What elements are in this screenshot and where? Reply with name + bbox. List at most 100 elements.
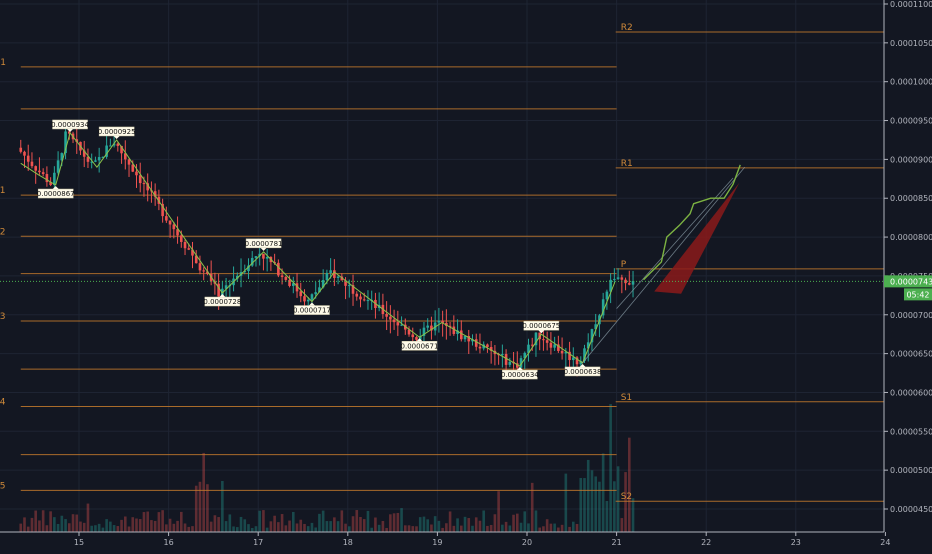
candle-body xyxy=(235,275,239,279)
volume-bar xyxy=(344,523,347,532)
zigzag-label: 0.0000728 xyxy=(203,298,241,306)
volume-bar xyxy=(295,523,299,532)
candle-body xyxy=(426,325,429,328)
candlesticks xyxy=(19,125,635,380)
volume-bar xyxy=(105,519,108,532)
zigzag-label: 0.0000717 xyxy=(293,307,331,315)
candle-body xyxy=(586,342,590,349)
volume-bar xyxy=(150,520,153,532)
trend-line xyxy=(582,166,746,364)
candle-body xyxy=(489,347,493,351)
zigzag-label-pointer xyxy=(260,247,267,251)
candle-body xyxy=(474,339,478,347)
candle-body xyxy=(347,285,351,287)
candle-body xyxy=(187,248,191,250)
volume-bar xyxy=(329,521,332,532)
zigzag-label-pointer xyxy=(538,330,545,334)
candle-body xyxy=(262,253,265,259)
zigzag-label-pointer xyxy=(308,302,315,306)
candle-body xyxy=(530,344,534,346)
volume-bar xyxy=(482,510,485,532)
volume-bar xyxy=(594,476,597,532)
candle-body xyxy=(165,216,168,221)
price-axis-bg xyxy=(884,0,932,550)
volume-bar xyxy=(515,513,519,532)
candle-body xyxy=(86,156,90,162)
volume-bar xyxy=(273,515,276,532)
candle-body xyxy=(258,253,261,257)
zigzag-label: 0.0000925 xyxy=(98,128,136,136)
volume-bar xyxy=(586,459,590,532)
volume-bar xyxy=(430,524,433,532)
volume-bar xyxy=(340,510,344,532)
volume-bar xyxy=(94,525,97,532)
candle-body xyxy=(627,283,631,285)
volume-bar xyxy=(609,404,612,532)
volume-bar xyxy=(90,525,93,532)
volume-bar xyxy=(64,519,67,532)
candle-body xyxy=(64,131,67,154)
time-tick-label: 23 xyxy=(791,538,801,547)
candle-body xyxy=(430,325,433,331)
volume-bar xyxy=(493,514,497,532)
candle-body xyxy=(549,342,553,348)
volume-bar xyxy=(527,523,530,532)
pivot-label: P xyxy=(621,260,627,270)
candle-body xyxy=(445,322,448,326)
volume-bar xyxy=(508,525,512,532)
volume-bar xyxy=(45,525,49,532)
candle-body xyxy=(265,257,269,259)
candle-body xyxy=(411,334,415,338)
volume-bar xyxy=(135,518,138,532)
candle-body xyxy=(168,220,172,225)
candle-body xyxy=(523,352,527,359)
candle-body xyxy=(344,280,347,286)
zigzag-label: 0.0000934 xyxy=(51,121,89,129)
candle-body xyxy=(508,361,512,365)
volume-bar xyxy=(187,526,191,532)
volume-bar xyxy=(49,511,52,532)
price-tick-label: 0.0000650 xyxy=(890,350,932,359)
candle-body xyxy=(351,285,355,294)
pivot-label: S3 xyxy=(0,312,5,322)
candle-body xyxy=(422,327,426,336)
volume-bar xyxy=(627,437,631,532)
volume-bar xyxy=(258,510,261,532)
candle-body xyxy=(560,350,564,354)
volume-bar xyxy=(519,522,523,532)
volume-bar xyxy=(351,516,355,532)
candle-body xyxy=(415,337,418,340)
volume-bar xyxy=(262,510,265,532)
volume-bar xyxy=(291,511,295,532)
candle-body xyxy=(557,344,560,351)
pivot-label: R1 xyxy=(621,159,633,169)
volume-bar xyxy=(426,519,429,532)
volume-bar xyxy=(183,523,187,532)
candle-body xyxy=(314,292,317,295)
volume-bar xyxy=(497,491,500,532)
volume-bar xyxy=(26,526,30,532)
candle-body xyxy=(631,281,635,285)
volume-bar xyxy=(336,521,340,532)
volume-bar xyxy=(146,511,149,532)
candle-body xyxy=(135,171,138,176)
candle-body xyxy=(583,348,586,361)
volume-bar xyxy=(560,524,564,532)
candle-body xyxy=(418,335,422,340)
candle-body xyxy=(254,256,258,258)
volume-bar xyxy=(303,523,306,532)
volume-bar xyxy=(347,526,351,532)
candle-body xyxy=(437,320,441,323)
volume-bar xyxy=(418,517,422,532)
volume-bar xyxy=(463,516,467,532)
volume-bar xyxy=(456,518,459,532)
pivot-label: S5 xyxy=(0,481,5,491)
candle-body xyxy=(527,344,530,353)
candle-body xyxy=(280,275,284,277)
candle-body xyxy=(179,235,183,242)
projection xyxy=(582,164,746,364)
candle-body xyxy=(138,175,142,184)
